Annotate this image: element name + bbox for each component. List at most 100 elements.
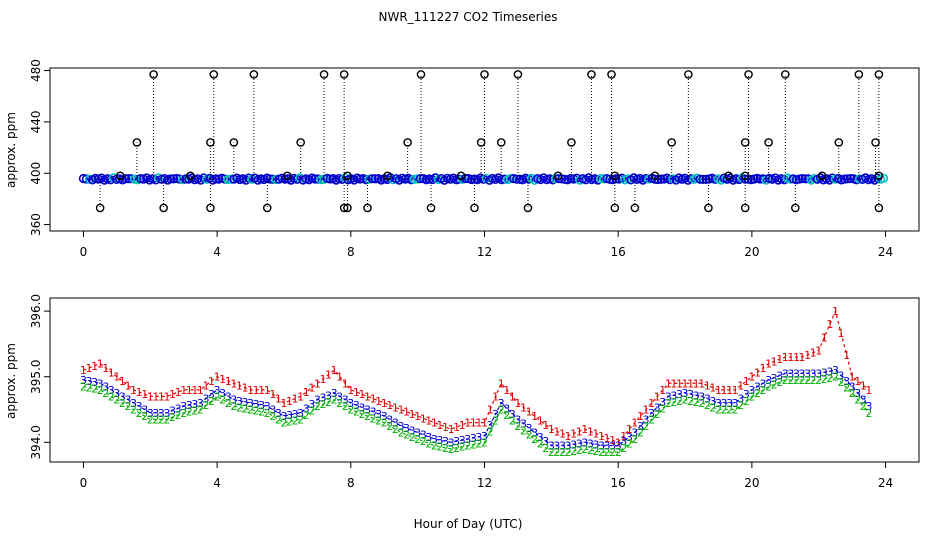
- spike-point: [791, 203, 800, 213]
- series-marker-1: 1: [386, 399, 393, 412]
- series-marker-3: 3: [815, 367, 822, 380]
- series-marker-2: 2: [581, 443, 588, 456]
- series-marker-2: 2: [258, 406, 265, 419]
- top-plot-axes: 0 4 8 12 16 20 24 360 400 440 480: [29, 59, 893, 259]
- baseline-point: [460, 173, 471, 184]
- series-marker-1: 1: [85, 362, 92, 375]
- series-marker-2: 2: [782, 374, 789, 387]
- series-marker-2: 2: [241, 402, 248, 415]
- series-marker-3: 3: [113, 387, 120, 400]
- series-marker-3: 3: [136, 400, 143, 413]
- series-marker-3: 3: [743, 388, 750, 401]
- series-marker-3: 3: [726, 397, 733, 410]
- y-tick-label: 480: [29, 59, 43, 82]
- spike-point: [744, 70, 753, 79]
- series-marker-3: 3: [559, 440, 566, 453]
- series-marker-3: 3: [670, 389, 677, 402]
- series-marker-2: 2: [654, 408, 661, 421]
- series-marker-1: 1: [643, 404, 650, 417]
- series-marker-2: 2: [80, 381, 87, 394]
- series-marker-2: 2: [760, 384, 767, 397]
- spike-point: [667, 138, 676, 147]
- series-marker-2: 2: [726, 404, 733, 417]
- series-marker-3: 3: [771, 372, 778, 385]
- series-marker-1: 1: [470, 417, 477, 430]
- series-marker-2: 2: [821, 373, 828, 386]
- series-marker-1: 1: [559, 428, 566, 441]
- series-marker-3: 3: [615, 440, 622, 453]
- series-marker-2: 2: [236, 401, 243, 414]
- series-marker-2: 2: [548, 446, 555, 459]
- series-marker-2: 2: [197, 404, 204, 417]
- series-marker-2: 2: [860, 400, 867, 413]
- series-marker-3: 3: [637, 420, 644, 433]
- series-marker-1: 1: [286, 395, 293, 408]
- series-marker-3: 3: [247, 397, 254, 410]
- spike-point: [817, 171, 827, 181]
- series-marker-1: 1: [397, 404, 404, 417]
- series-marker-2: 2: [297, 413, 304, 426]
- series-marker-1: 1: [648, 397, 655, 410]
- series-marker-1: 1: [147, 390, 154, 403]
- series-marker-2: 2: [693, 396, 700, 409]
- series-marker-3: 3: [225, 390, 232, 403]
- series-marker-1: 1: [197, 384, 204, 397]
- series-marker-2: 2: [342, 400, 349, 413]
- series-marker-1: 1: [403, 406, 410, 419]
- series-marker-3: 3: [325, 389, 332, 402]
- series-marker-2: 2: [854, 394, 861, 407]
- series-marker-2: 2: [169, 411, 176, 424]
- series-marker-3: 3: [860, 394, 867, 407]
- series-marker-2: 2: [676, 395, 683, 408]
- series-marker-2: 2: [175, 409, 182, 422]
- series-marker-2: 2: [147, 413, 154, 426]
- series-marker-2: 2: [565, 446, 572, 459]
- spike-point: [764, 138, 773, 147]
- series-marker-2: 2: [537, 437, 544, 450]
- series-marker-2: 2: [464, 440, 471, 453]
- series-marker-1: 1: [487, 404, 494, 417]
- series-marker-1: 1: [832, 305, 839, 318]
- series-marker-1: 1: [247, 384, 254, 397]
- x-tick-label: 12: [477, 476, 492, 490]
- series-marker-3: 3: [409, 424, 416, 437]
- spike-point: [229, 138, 239, 147]
- series-marker-3: 3: [587, 437, 594, 450]
- series-marker-2: 2: [587, 444, 594, 457]
- series-marker-3: 3: [130, 397, 137, 410]
- series-marker-1: 1: [849, 371, 856, 384]
- series-marker-3: 3: [386, 413, 393, 426]
- series-marker-2: 2: [375, 414, 382, 427]
- series-marker-2: 2: [319, 398, 326, 411]
- series-marker-3: 3: [531, 426, 538, 439]
- series-marker-2: 2: [186, 406, 193, 419]
- series-marker-2: 2: [787, 374, 794, 387]
- series-marker-2: 2: [264, 407, 271, 420]
- series-marker-2: 2: [364, 410, 371, 423]
- series-marker-2: 2: [637, 426, 644, 439]
- series-marker-2: 2: [141, 410, 148, 423]
- baseline-point: [511, 174, 522, 184]
- series-marker-3: 3: [342, 394, 349, 407]
- series-marker-2: 2: [503, 409, 510, 422]
- series-marker-1: 1: [526, 406, 533, 419]
- series-marker-1: 1: [682, 377, 689, 390]
- baseline-point: [596, 173, 606, 184]
- series-marker-1: 1: [687, 377, 694, 390]
- series-marker-2: 2: [420, 435, 427, 448]
- series-marker-1: 1: [676, 377, 683, 390]
- series-marker-3: 3: [397, 420, 404, 433]
- series-marker-3: 3: [760, 377, 767, 390]
- series-marker-1: 1: [186, 384, 193, 397]
- series-marker-3: 3: [553, 440, 560, 453]
- y-tick-label: 400: [29, 162, 43, 185]
- series-marker-1: 1: [80, 364, 87, 377]
- series-marker-1: 1: [748, 371, 755, 384]
- series-marker-3: 3: [331, 387, 338, 400]
- series-marker-3: 3: [693, 389, 700, 402]
- series-marker-2: 2: [158, 413, 165, 426]
- series-marker-1: 1: [704, 379, 711, 392]
- spike-point: [834, 138, 844, 147]
- spike-point: [567, 138, 576, 147]
- series-marker-2: 2: [715, 404, 722, 417]
